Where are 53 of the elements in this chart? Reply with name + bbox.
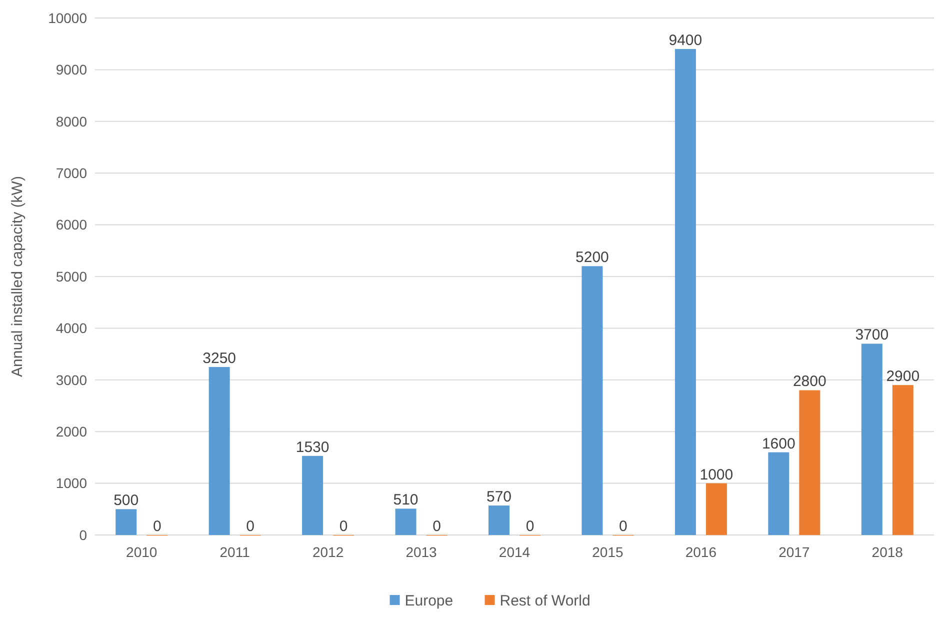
x-tick-label: 2013	[406, 544, 438, 560]
legend-label: Europe	[404, 592, 454, 610]
bar	[799, 390, 820, 535]
y-tick-label: 4000	[56, 320, 88, 336]
data-label: 3700	[855, 326, 889, 344]
data-label: 500	[114, 492, 139, 510]
bar	[395, 508, 416, 535]
y-tick-label: 9000	[56, 62, 88, 78]
data-label: 570	[486, 488, 512, 506]
data-label: 9400	[668, 32, 702, 50]
y-tick-label: 6000	[56, 216, 88, 233]
data-label: 1600	[762, 435, 796, 452]
data-label: 2800	[792, 373, 826, 390]
legend-label: Rest of World	[500, 592, 590, 610]
data-label: 5200	[576, 249, 609, 266]
bar	[861, 344, 882, 535]
data-label: 0	[526, 518, 534, 535]
x-tick-label: 2015	[592, 544, 624, 560]
y-tick-label: 7000	[56, 165, 88, 181]
y-tick-label: 3000	[56, 372, 88, 388]
bar	[768, 452, 790, 535]
data-label: 0	[339, 518, 348, 535]
bar	[582, 266, 603, 535]
x-tick-label: 2011	[220, 544, 250, 560]
y-tick-label: 10000	[48, 10, 88, 26]
y-tick-label: 8000	[56, 113, 88, 130]
x-tick-label: 2010	[126, 544, 158, 560]
x-tick-label: 2017	[778, 544, 810, 560]
bar	[488, 506, 510, 535]
bar	[706, 483, 727, 535]
data-label: 1000	[700, 466, 734, 484]
bar	[116, 509, 137, 535]
x-tick-label: 2014	[498, 544, 530, 560]
data-label: 0	[246, 518, 255, 535]
data-label: 0	[432, 518, 441, 535]
data-label: 0	[152, 518, 162, 535]
y-tick-label: 0	[79, 526, 88, 543]
y-tick-label: 1000	[56, 475, 88, 492]
y-axis-title: Annual installed capacity (kW)	[9, 176, 26, 377]
x-tick-label: 2012	[312, 544, 344, 560]
x-tick-label: 2016	[685, 544, 717, 560]
data-label: 0	[619, 518, 628, 535]
y-tick-label: 2000	[56, 424, 88, 440]
x-tick-label: 2018	[872, 544, 904, 560]
bar	[302, 456, 324, 535]
data-label: 3250	[202, 350, 236, 367]
bar	[892, 385, 914, 535]
bar	[674, 49, 696, 535]
data-label: 2900	[886, 368, 920, 386]
y-tick-label: 5000	[56, 268, 88, 284]
data-label: 1530	[296, 438, 330, 456]
data-label: 510	[393, 492, 418, 509]
bar	[208, 366, 230, 535]
